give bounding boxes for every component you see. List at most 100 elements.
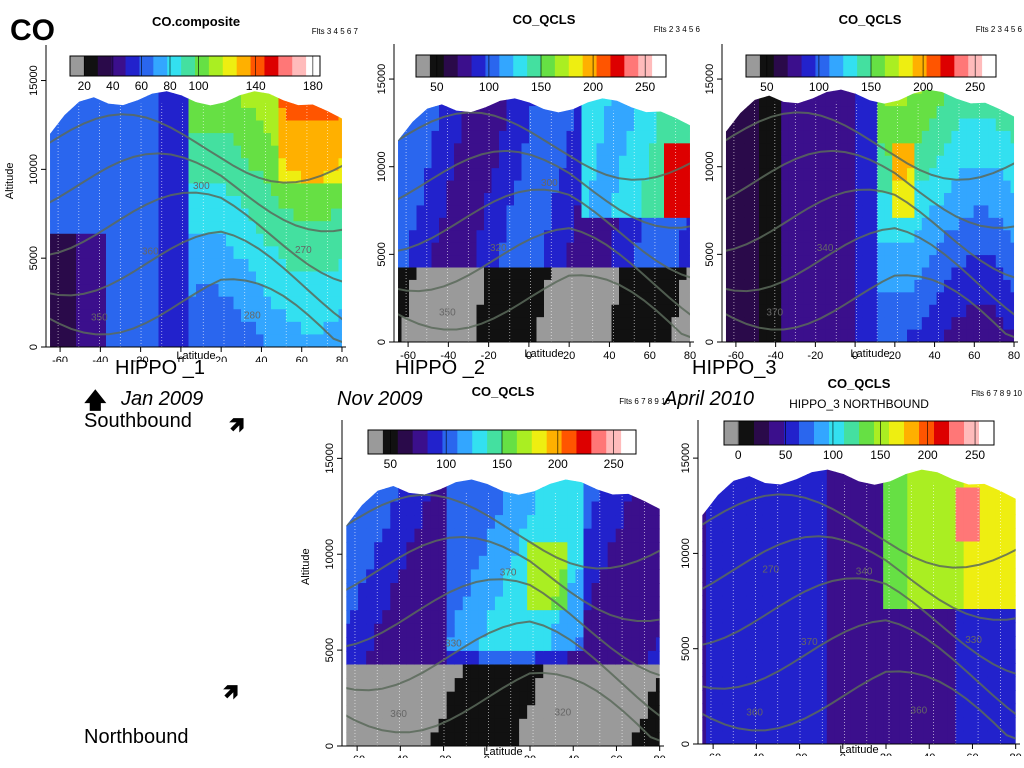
colorbar-swatch xyxy=(70,56,85,76)
colorbar-swatch xyxy=(208,56,224,76)
colorbar-tick-label: 60 xyxy=(135,79,149,93)
colorbar-swatch xyxy=(624,55,639,77)
colorbar-swatch xyxy=(502,430,518,454)
colorbar-swatch xyxy=(610,55,625,77)
contour-label: 370 xyxy=(500,567,517,578)
southbound-label: Southbound xyxy=(84,410,192,432)
x-tick-label: 60 xyxy=(966,752,978,756)
y-tick-label: 10000 xyxy=(28,154,40,185)
x-tick-label: 60 xyxy=(610,754,622,758)
colorbar-swatch xyxy=(871,55,886,77)
colorbar-swatch xyxy=(949,421,965,445)
colorbar-swatch xyxy=(264,56,279,76)
colorbar-tick-label: 180 xyxy=(303,79,323,93)
contour-line xyxy=(50,191,342,284)
contour-label: 370 xyxy=(766,308,783,319)
colorbar-swatch xyxy=(457,430,473,454)
contour-label: 330 xyxy=(445,638,462,649)
colorbar-swatch xyxy=(815,55,830,77)
colorbar-swatch xyxy=(859,421,875,445)
colorbar-swatch xyxy=(195,56,210,76)
colorbar-swatch xyxy=(874,421,890,445)
contour-line xyxy=(50,278,342,345)
heatmap-field xyxy=(702,469,1016,745)
colorbar-swatch xyxy=(554,55,570,77)
colorbar: 50 100 150 200 250 xyxy=(415,54,667,94)
colorbar-swatch xyxy=(412,430,429,454)
x-tick-label: 20 xyxy=(524,754,536,758)
y-tick-label: 5000 xyxy=(28,246,40,270)
contour-label: 370 xyxy=(801,637,818,648)
y-axis-label: Altitude xyxy=(4,163,16,200)
colorbar-swatch xyxy=(125,56,140,76)
colorbar-swatch xyxy=(531,430,548,454)
colorbar-swatch xyxy=(499,55,514,77)
y-tick-label: 10000 xyxy=(680,538,692,569)
x-axis-label: Latitude xyxy=(850,348,889,360)
x-tick-label: -60 xyxy=(52,355,68,362)
x-tick-label: 20 xyxy=(215,355,227,362)
colorbar-swatch xyxy=(787,55,803,77)
colorbar-swatch xyxy=(814,421,830,445)
contour-line xyxy=(50,152,342,233)
x-tick-label: 0 xyxy=(178,355,184,362)
colorbar-swatch xyxy=(857,55,872,77)
contour-label: 300 xyxy=(541,178,558,189)
colorbar-swatch xyxy=(111,56,127,76)
colorbar-swatch xyxy=(904,421,920,445)
contour-line xyxy=(725,274,1015,340)
chart-title: CO_QCLS xyxy=(839,12,902,27)
colorbar-swatch xyxy=(652,55,667,77)
contour-label: 320 xyxy=(490,243,507,254)
x-tick-label: 80 xyxy=(684,350,696,360)
x-tick-label: -40 xyxy=(392,754,408,758)
y-tick-label: 5000 xyxy=(704,242,716,266)
colorbar-swatch xyxy=(527,55,542,77)
colorbar-swatch xyxy=(167,56,182,76)
contour-label: 360 xyxy=(142,247,159,258)
colorbar-tick-label: 40 xyxy=(106,79,120,93)
x-tick-label: 80 xyxy=(1008,350,1020,360)
x-tick-label: 0 xyxy=(840,752,846,756)
hippo2-label: HIPPO _2 xyxy=(395,357,486,379)
x-tick-label: -20 xyxy=(807,350,823,360)
chart-hippo3-southbound: CO_QCLS Flts 2 3 4 5 6 370 340 -60 -40 -20 0 20 4… xyxy=(704,12,1023,360)
y-tick-label: 0 xyxy=(324,743,336,749)
colorbar-tick-label: 200 xyxy=(548,457,568,471)
colorbar-swatch xyxy=(898,55,914,77)
contour-line xyxy=(702,493,1016,569)
colorbar-swatch xyxy=(471,55,486,77)
contour-line xyxy=(346,535,660,623)
colorbar-swatch xyxy=(546,430,563,454)
colorbar-swatch xyxy=(487,430,503,454)
colorbar-swatch xyxy=(442,430,458,454)
x-tick-label: 0 xyxy=(526,350,532,360)
y-tick-label: 0 xyxy=(680,741,692,747)
x-axis-label: Latitude xyxy=(483,746,522,758)
x-tick-label: 80 xyxy=(336,355,348,362)
colorbar-swatch xyxy=(829,421,845,445)
colorbar-tick-label: 250 xyxy=(965,448,985,462)
heatmap-field xyxy=(725,89,1015,342)
contour-line xyxy=(725,188,1015,280)
colorbar-tick-label: 100 xyxy=(189,79,209,93)
colorbar-tick-label: 0 xyxy=(735,448,742,462)
contour-label: 360 xyxy=(746,707,763,718)
x-tick-label: -20 xyxy=(436,754,452,758)
contour-line xyxy=(398,149,690,229)
colorbar-swatch xyxy=(844,421,860,445)
hippo1-label: HIPPO _1 xyxy=(115,357,206,379)
contour-line xyxy=(725,227,1015,319)
colorbar-frame xyxy=(69,55,321,77)
colorbar: 0 50 100 150 200 250 xyxy=(723,420,995,462)
contour-label: 340 xyxy=(856,566,873,577)
x-tick-label: -40 xyxy=(92,355,108,362)
colorbar-swatch xyxy=(97,56,113,76)
colorbar-swatch xyxy=(561,430,577,454)
contour-line xyxy=(702,670,1016,742)
colorbar-swatch xyxy=(443,55,459,77)
contour-label: 270 xyxy=(295,245,312,256)
x-tick-label: -60 xyxy=(400,350,416,360)
heatmap-field xyxy=(346,479,660,746)
colorbar-tick-label: 100 xyxy=(823,448,843,462)
